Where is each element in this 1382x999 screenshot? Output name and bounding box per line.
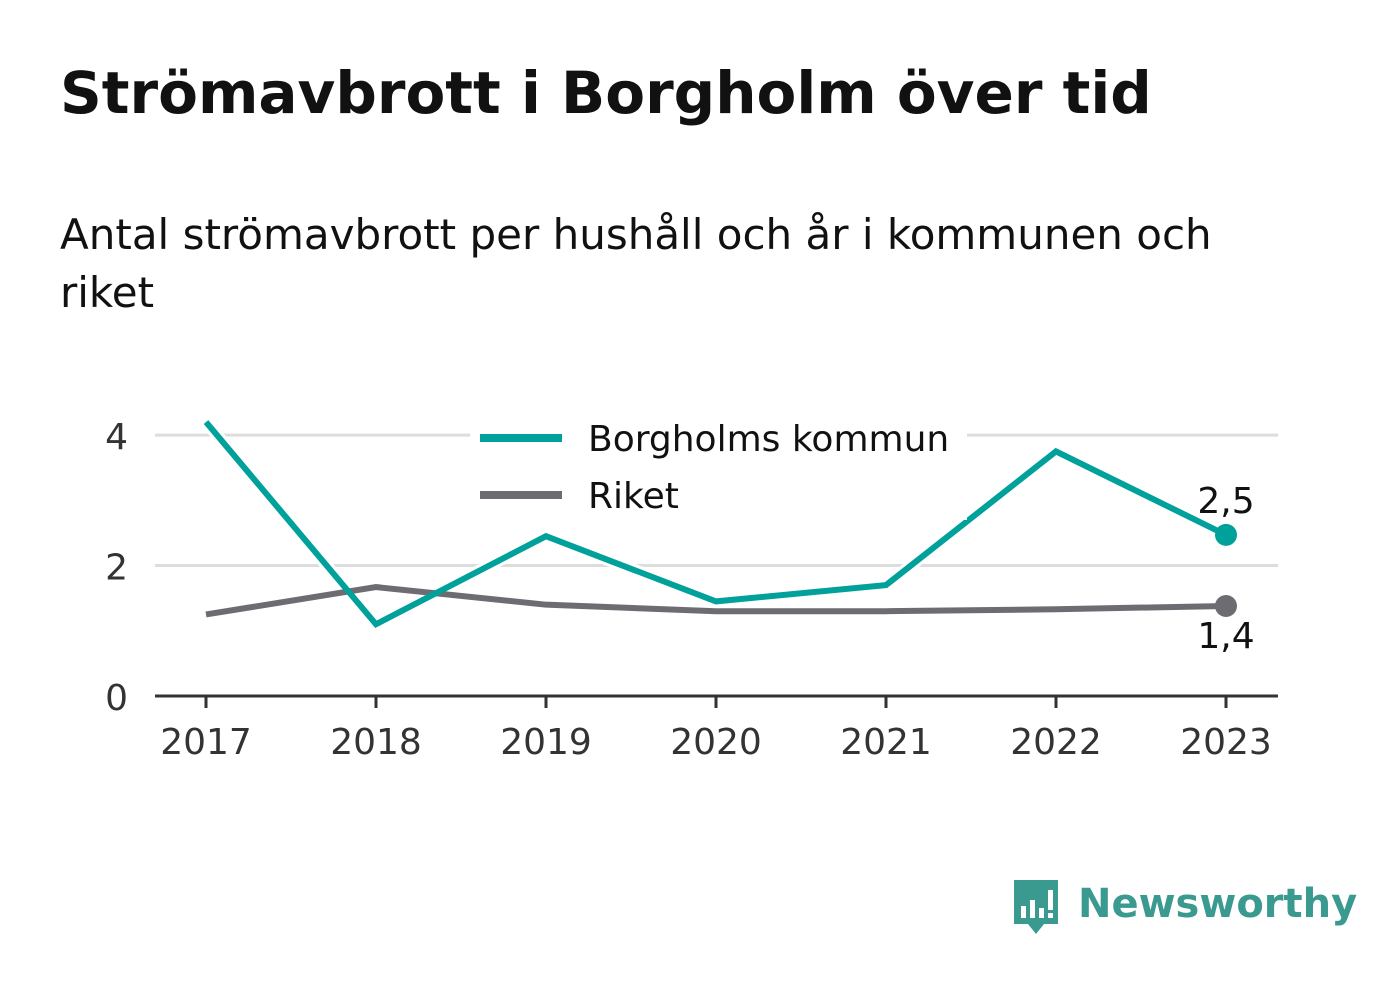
- x-tick-label: 2017: [160, 722, 252, 763]
- y-tick-label: 0: [105, 678, 128, 719]
- series-line-borgholm: [203, 420, 1228, 629]
- x-tick-label: 2022: [1010, 722, 1102, 763]
- brand: Newsworthy: [1010, 876, 1357, 940]
- x-tick-label: 2023: [1180, 722, 1272, 763]
- legend-background: [470, 413, 967, 520]
- brand-name: Newsworthy: [1078, 881, 1358, 927]
- y-tick-label: 4: [105, 417, 128, 458]
- x-tick-label: 2021: [840, 722, 932, 763]
- x-tick-label: 2018: [330, 722, 422, 763]
- end-label-borgholm: 2,5: [1197, 481, 1254, 522]
- chart-subtitle: Antal strömavbrott per hushåll och år i …: [60, 210, 1212, 317]
- y-axis-ticks: 0 2 4: [105, 417, 128, 719]
- end-label-riket: 1,4: [1197, 616, 1254, 657]
- y-tick-label: 2: [105, 548, 128, 589]
- x-tick-label: 2020: [670, 722, 762, 763]
- end-labels: 2,5 1,4: [1197, 481, 1254, 657]
- end-point-borgholm: [1215, 523, 1237, 546]
- chart-title: Strömavbrott i Borgholm över tid: [60, 59, 1152, 127]
- legend: Borgholms kommun Riket: [470, 413, 967, 520]
- legend-label: Riket: [588, 476, 679, 517]
- end-point-riket: [1215, 594, 1237, 617]
- newsworthy-logo-icon: [1014, 880, 1058, 934]
- x-tick-label: 2019: [500, 722, 592, 763]
- series-lines: [201, 418, 1229, 632]
- legend-label: Borgholms kommun: [588, 419, 949, 460]
- series-line-riket: [205, 584, 1227, 618]
- x-axis: 2017 2018 2019 2020 2021 2022 2023: [155, 694, 1278, 763]
